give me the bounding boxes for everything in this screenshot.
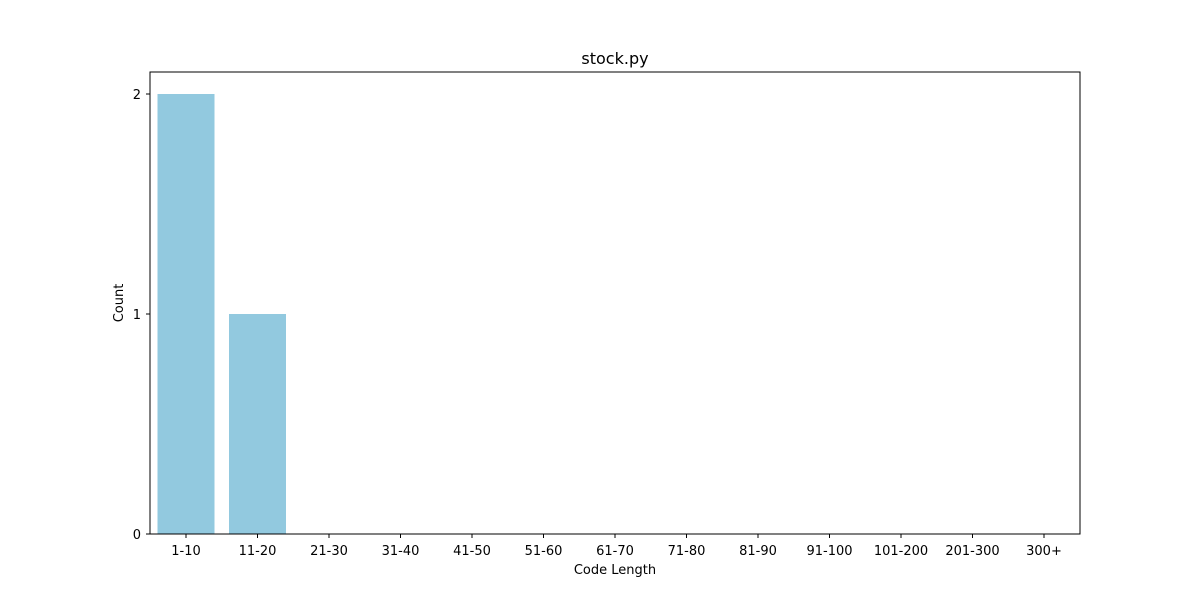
x-tick-label: 61-70 xyxy=(596,544,634,559)
x-tick-label: 11-20 xyxy=(239,544,277,559)
x-tick-label: 51-60 xyxy=(525,544,563,559)
y-tick-label: 1 xyxy=(133,308,141,323)
bars-group xyxy=(157,94,286,534)
bar-11-20 xyxy=(229,314,286,534)
y-tick-label: 2 xyxy=(133,88,141,103)
x-tick-label: 91-100 xyxy=(806,544,852,559)
y-axis: 0 1 2 xyxy=(133,88,150,543)
y-tick-label: 0 xyxy=(133,528,141,543)
y-axis-label: Count xyxy=(112,284,127,323)
x-tick-label: 1-10 xyxy=(171,544,201,559)
x-tick-label: 31-40 xyxy=(382,544,420,559)
x-tick-label: 81-90 xyxy=(739,544,777,559)
x-tick-label: 101-200 xyxy=(874,544,928,559)
plot-frame xyxy=(149,71,1081,535)
x-tick-label: 300+ xyxy=(1026,544,1062,559)
x-axis-label: Code Length xyxy=(574,563,656,578)
x-tick-label: 201-300 xyxy=(945,544,999,559)
chart-title: stock.py xyxy=(581,49,648,68)
x-axis: 1-10 11-20 21-30 31-40 41-50 51-60 61-70 71-80 8… xyxy=(171,534,1062,559)
bar-1-10 xyxy=(157,94,215,534)
x-tick-label: 41-50 xyxy=(453,544,491,559)
x-tick-label: 71-80 xyxy=(668,544,706,559)
x-tick-label: 21-30 xyxy=(310,544,348,559)
